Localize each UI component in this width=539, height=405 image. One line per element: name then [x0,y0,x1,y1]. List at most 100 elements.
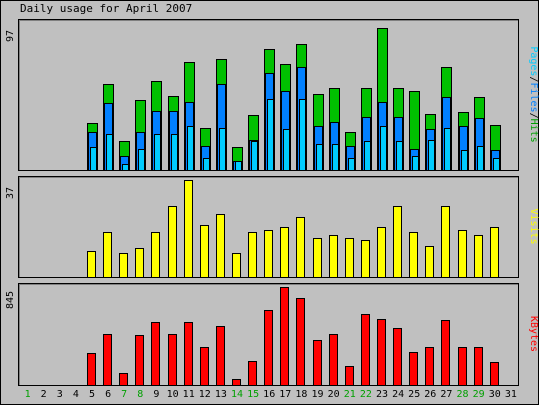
bar-pages [267,99,274,171]
bar-visits [409,232,418,278]
x-tick-label: 10 [167,389,179,400]
x-tick-label: 3 [57,389,63,400]
bar-kbytes [216,326,225,386]
bar-pages [412,156,419,171]
x-tick-label: 29 [473,389,485,400]
bar-pages [316,144,323,171]
bar-pages [235,161,242,171]
bar-kbytes [361,314,370,386]
bar-kbytes [409,352,418,386]
bar-pages [138,149,145,171]
bar-pages [203,158,210,171]
x-tick-label: 19 [311,389,323,400]
x-tick-label: 14 [231,389,243,400]
x-tick-label: 15 [247,389,259,400]
x-tick-label: 13 [215,389,227,400]
bar-pages [219,128,226,171]
bar-pages [332,144,339,171]
bar-kbytes [393,328,402,386]
bar-visits [151,232,160,278]
x-tick-label: 1 [25,389,31,400]
bar-kbytes [135,335,144,386]
bar-pages [396,141,403,171]
x-tick-label: 21 [344,389,356,400]
bar-kbytes [264,310,273,386]
bar-visits [264,230,273,278]
bar-kbytes [200,347,209,386]
bar-pages [154,134,161,171]
legend-entry: / [528,113,539,119]
bar-visits [490,227,499,278]
bar-visits [474,235,483,278]
x-tick-label: 2 [41,389,47,400]
bar-pages [477,146,484,171]
bar-visits [168,206,177,278]
x-tick-label: 18 [295,389,307,400]
x-tick-label: 23 [376,389,388,400]
bar-kbytes [248,361,257,386]
bar-kbytes [345,366,354,386]
x-tick-label: 11 [183,389,195,400]
bar-pages [493,158,500,171]
y-max-label: 97 [5,30,16,42]
legend-entry: Hits [528,119,539,143]
bar-kbytes [490,362,499,386]
x-tick-label: 24 [392,389,404,400]
bar-pages [380,126,387,171]
bar-visits [361,240,370,278]
legend-text: KBytes [528,316,539,352]
bar-kbytes [474,347,483,386]
bar-kbytes [151,322,160,386]
bar-pages [122,164,129,171]
bar-kbytes [184,322,193,386]
legend-entry: KBytes [528,316,539,352]
bar-kbytes [296,298,305,386]
bar-pages [187,126,194,171]
legend-entry: Visits [528,208,539,244]
bar-visits [280,227,289,278]
x-tick-label: 30 [489,389,501,400]
legend-text: Visits [528,208,539,244]
bar-visits [184,180,193,278]
bar-pages [364,141,371,171]
bar-kbytes [87,353,96,386]
x-tick-label: 5 [89,389,95,400]
bar-kbytes [313,340,322,386]
bar-kbytes [329,334,338,386]
x-tick-label: 9 [153,389,159,400]
bar-pages [444,128,451,171]
bar-visits [329,235,338,278]
bar-pages [299,99,306,171]
bar-kbytes [280,287,289,386]
x-tick-label: 12 [199,389,211,400]
bar-visits [393,206,402,278]
x-tick-label: 17 [279,389,291,400]
bar-kbytes [458,347,467,386]
legend-entry: Pages [528,46,539,76]
bar-kbytes [377,319,386,386]
bar-visits [345,238,354,278]
bar-visits [119,253,128,278]
chart-title: Daily usage for April 2007 [20,2,193,15]
bar-visits [248,232,257,278]
bar-kbytes [425,347,434,386]
bar-pages [171,134,178,171]
legend-entry: Files [528,82,539,112]
y-max-label: 845 [5,291,16,309]
bar-pages [461,150,468,171]
x-tick-label: 20 [328,389,340,400]
bar-pages [348,158,355,171]
bar-visits [216,214,225,278]
bar-pages [106,134,113,171]
x-tick-label: 28 [456,389,468,400]
bar-visits [200,225,209,278]
bar-kbytes [441,320,450,386]
x-tick-label: 26 [424,389,436,400]
bar-visits [296,217,305,278]
x-tick-label: 25 [408,389,420,400]
x-tick-label: 8 [137,389,143,400]
x-tick-label: 22 [360,389,372,400]
bar-visits [135,248,144,278]
x-tick-label: 7 [121,389,127,400]
